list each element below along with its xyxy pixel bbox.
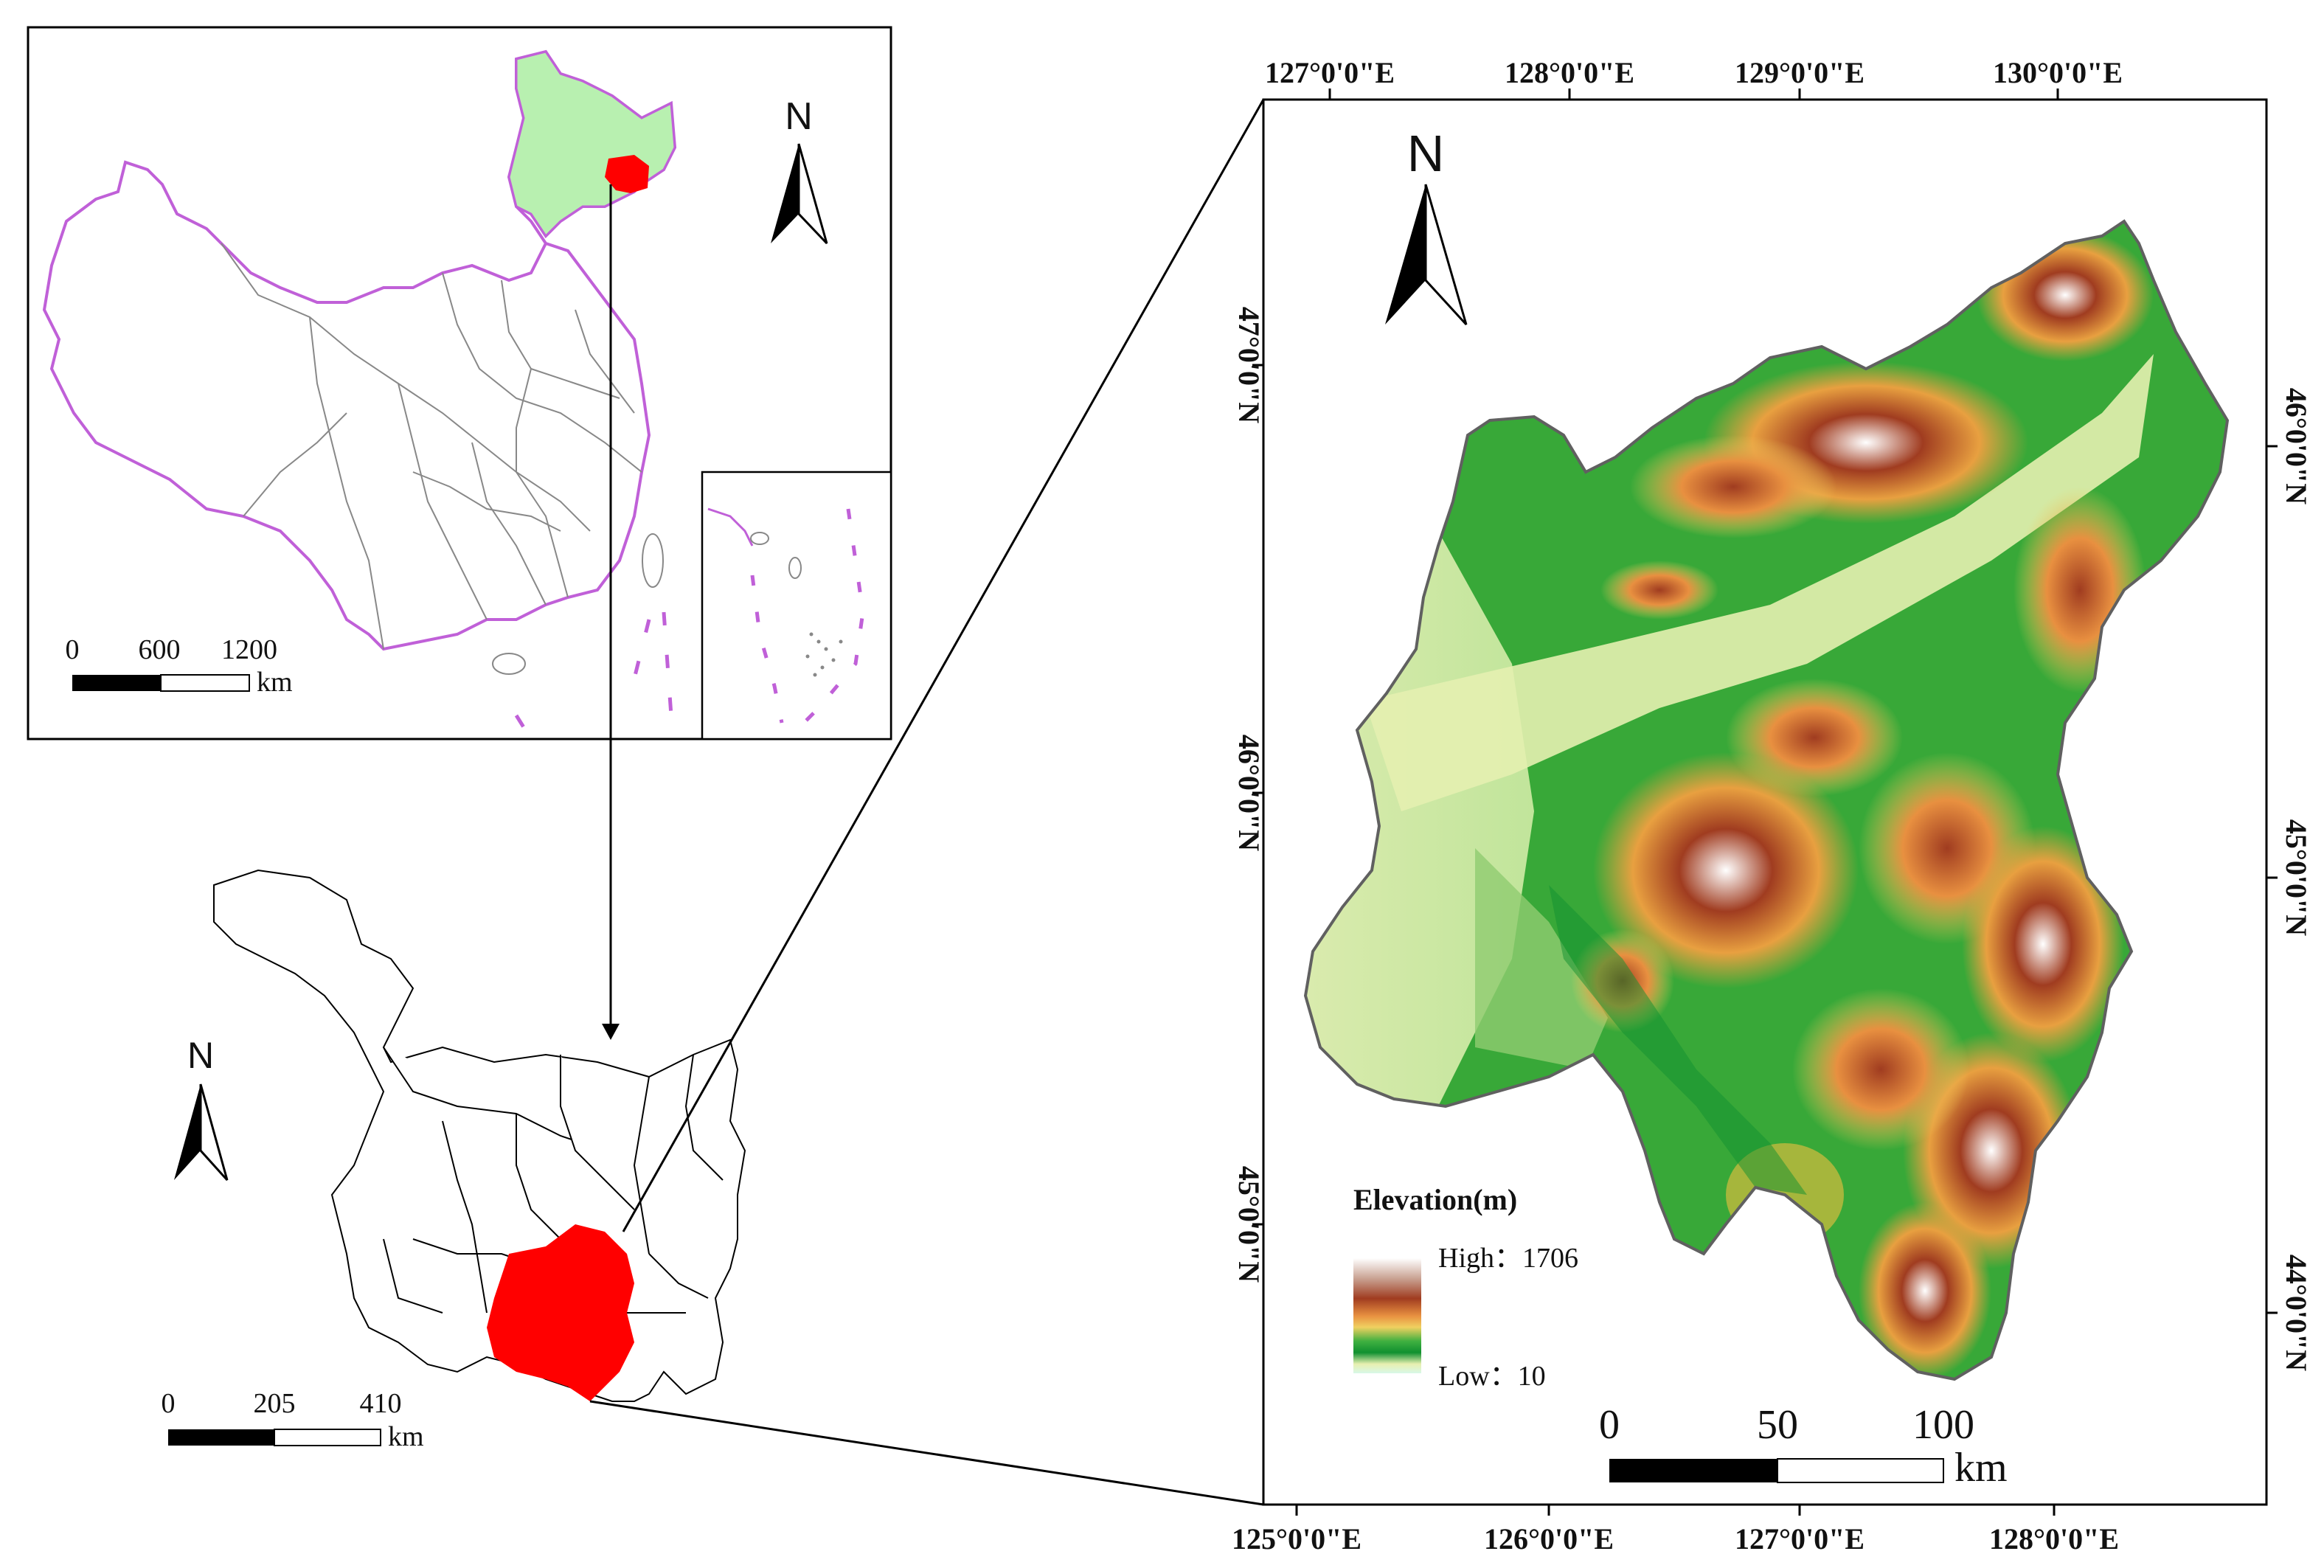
province-county-outlines xyxy=(213,869,746,1402)
china-inset-north-label: N xyxy=(785,95,813,138)
bottom-lon-128: 128°0'0"E xyxy=(1989,1522,2119,1555)
taiwan-island xyxy=(642,533,664,588)
province-scale-205: 205 xyxy=(254,1388,296,1419)
north-arrow-icon: N xyxy=(1385,125,1468,326)
china-inset: N 0 600 1200 km xyxy=(27,26,892,1040)
top-lon-128: 128°0'0"E xyxy=(1505,56,1634,89)
province-boundaries xyxy=(221,243,642,650)
china-scale-0: 0 xyxy=(66,634,80,665)
study-area-china-inset xyxy=(605,155,649,193)
maritime-dashes xyxy=(514,611,673,740)
study-region-outline xyxy=(1303,219,2230,1381)
main-elevation-map: N Elevation(m) High：1706 Low：10 0 50 100… xyxy=(1232,56,2313,1555)
study-area-province-inset xyxy=(487,1224,634,1401)
province-inset-scale-bar: 0 205 410 km xyxy=(162,1388,424,1452)
province-scale-410: 410 xyxy=(360,1388,402,1419)
graticule-ticks xyxy=(1252,89,2278,1516)
main-scale-bar: 0 50 100 km xyxy=(1599,1402,2008,1491)
main-scale-100: 100 xyxy=(1912,1402,1974,1448)
left-lat-47: 47°0'0"N xyxy=(1232,307,1266,423)
main-scale-50: 50 xyxy=(1757,1402,1798,1448)
main-scale-unit: km xyxy=(1954,1445,2008,1491)
china-scale-unit: km xyxy=(257,667,293,698)
china-scale-1200: 1200 xyxy=(221,634,277,665)
province-scale-unit: km xyxy=(388,1421,424,1452)
legend-high: High：1706 xyxy=(1438,1243,1578,1274)
right-lat-45: 45°0'0"N xyxy=(2280,819,2313,936)
bottom-lon-125: 125°0'0"E xyxy=(1232,1522,1362,1555)
province-scale-0: 0 xyxy=(162,1388,176,1419)
main-scale-0: 0 xyxy=(1599,1402,1620,1448)
legend-color-ramp xyxy=(1353,1258,1421,1373)
elevation-legend: Elevation(m) High：1706 Low：10 xyxy=(1353,1183,1578,1392)
zoom-connector-top xyxy=(622,99,1265,1232)
china-scale-600: 600 xyxy=(139,634,181,665)
right-lat-44: 44°0'0"N xyxy=(2280,1255,2313,1371)
left-lat-46: 46°0'0"N xyxy=(1232,735,1266,851)
bottom-lon-126: 126°0'0"E xyxy=(1484,1522,1614,1555)
top-lon-130: 130°0'0"E xyxy=(1993,56,2123,89)
connector-arrow-head xyxy=(602,1024,620,1040)
zoom-connector-bottom xyxy=(589,1400,1264,1506)
hainan-island xyxy=(492,653,526,675)
right-lat-46: 46°0'0"N xyxy=(2280,388,2313,504)
main-north-label: N xyxy=(1407,125,1445,182)
south-china-sea-inset-frame xyxy=(701,471,892,740)
top-lon-129: 129°0'0"E xyxy=(1735,56,1865,89)
bottom-lon-127: 127°0'0"E xyxy=(1735,1522,1865,1555)
south-china-sea-contents xyxy=(707,507,865,732)
china-inset-scale-bar: 0 600 1200 km xyxy=(66,634,293,698)
north-arrow-icon: N xyxy=(174,1035,229,1182)
legend-title: Elevation(m) xyxy=(1353,1183,1517,1216)
province-inset: N 0 205 410 km xyxy=(162,869,746,1452)
legend-low: Low：10 xyxy=(1438,1361,1546,1392)
top-lon-127: 127°0'0"E xyxy=(1265,56,1395,89)
left-lat-45: 45°0'0"N xyxy=(1232,1166,1266,1283)
province-inset-north-label: N xyxy=(187,1035,214,1076)
north-arrow-icon: N xyxy=(771,95,828,245)
